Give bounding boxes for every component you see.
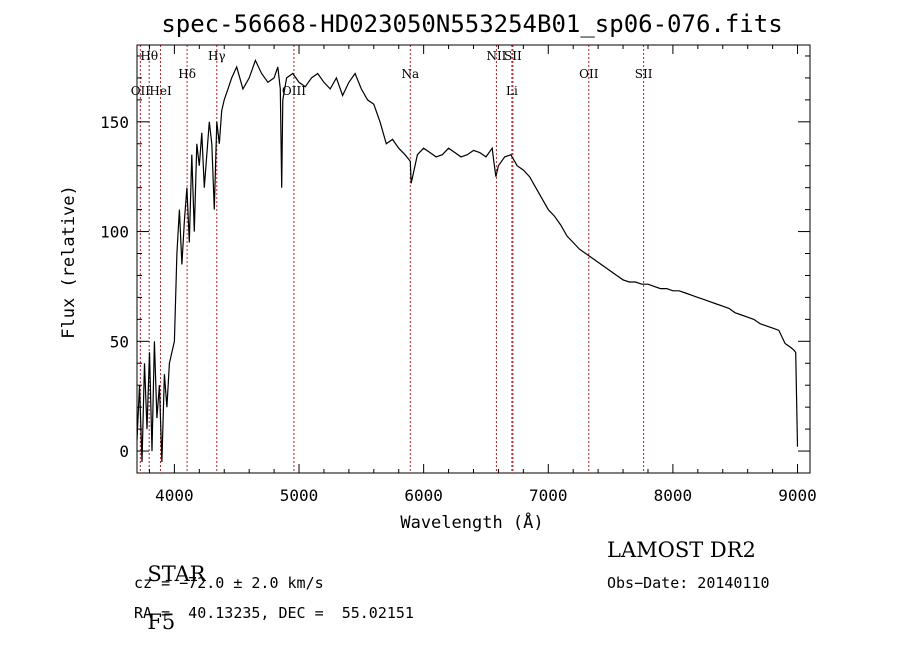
y-tick-label: 0	[119, 442, 129, 461]
spectral-line-label: Hθ	[140, 49, 158, 63]
survey-name: LAMOST DR2	[607, 538, 756, 562]
spectrum-layer	[136, 58, 799, 463]
x-tick-label: 6000	[404, 486, 443, 505]
spectral-line-label: SII	[635, 67, 653, 81]
spectral-line-label: Hδ	[178, 67, 196, 81]
spectral-line-label: Hγ	[208, 49, 226, 63]
x-tick-label: 7000	[529, 486, 568, 505]
redshift-velocity: cz = −72.0 ± 2.0 km/s	[134, 574, 324, 592]
spectral-line-label: OIII	[282, 84, 306, 98]
y-tick-label: 50	[110, 332, 129, 351]
spectral-line-label: OII	[131, 84, 151, 98]
plot-frame	[136, 44, 811, 474]
observation-date: Obs−Date: 20140110	[607, 574, 770, 592]
object-class: STAR F5	[134, 538, 206, 634]
spectral-line-label: SII	[504, 49, 522, 63]
spectral-line-label: OII	[579, 67, 599, 81]
x-tick-label: 4000	[155, 486, 194, 505]
x-axis-label: Wavelength (Å)	[400, 511, 543, 533]
y-tick-label: 150	[100, 113, 129, 132]
spectral-line-label: HeI	[149, 84, 172, 98]
spectral-line-label: NII	[486, 49, 506, 63]
axis-ticks: 4000 5000 6000 7000 8000 9000 0 50 100 150	[100, 45, 817, 505]
x-tick-label: 5000	[280, 486, 319, 505]
chart-title: spec-56668-HD023050N553254B01_sp06-076.f…	[161, 10, 782, 38]
x-tick-label: 9000	[778, 486, 817, 505]
sky-coordinates: RA = 40.13235, DEC = 55.02151	[134, 604, 414, 622]
object-subclass-value: F5	[147, 610, 176, 634]
y-axis-label: Flux (relative)	[59, 185, 79, 339]
spectral-line-label: Na	[401, 67, 419, 81]
object-class-value: STAR	[147, 562, 206, 586]
y-tick-label: 100	[100, 223, 129, 242]
spectral-line-label: Li	[506, 84, 518, 98]
x-tick-label: 8000	[654, 486, 693, 505]
spectrum-series-line	[136, 58, 799, 463]
